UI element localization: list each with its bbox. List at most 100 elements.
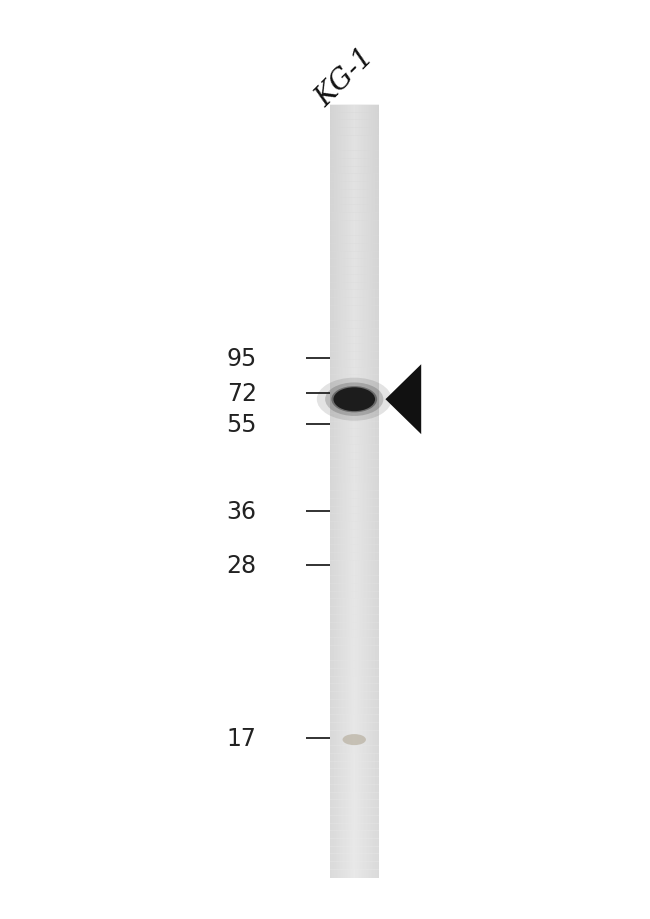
Bar (330, 599, 378, 607)
Bar (332, 106, 333, 878)
Bar (344, 106, 346, 878)
Bar (331, 106, 332, 878)
Bar (330, 591, 378, 600)
Bar (330, 738, 378, 746)
Bar (330, 468, 378, 476)
Bar (363, 106, 364, 878)
Bar (369, 106, 370, 878)
Bar (330, 159, 378, 167)
Bar (330, 189, 378, 199)
Bar (358, 106, 359, 878)
Bar (339, 106, 340, 878)
Bar (330, 607, 378, 615)
Bar (330, 638, 378, 646)
Bar (330, 205, 378, 214)
Bar (340, 106, 341, 878)
Bar (330, 745, 378, 754)
Bar (330, 522, 378, 530)
Bar (334, 106, 335, 878)
Bar (375, 106, 376, 878)
Bar (359, 106, 360, 878)
Bar (330, 831, 378, 839)
Bar (330, 845, 378, 855)
Bar (362, 106, 363, 878)
Bar (373, 106, 374, 878)
Bar (330, 128, 378, 137)
Bar (330, 498, 378, 507)
Bar (330, 329, 378, 337)
Bar (330, 854, 378, 862)
Bar (354, 106, 356, 878)
Bar (351, 106, 352, 878)
Bar (347, 106, 348, 878)
Bar (330, 506, 378, 515)
Bar (330, 182, 378, 190)
Bar (330, 143, 378, 152)
Bar (330, 754, 378, 762)
Bar (361, 106, 363, 878)
Bar (330, 483, 378, 492)
Text: 28: 28 (227, 553, 257, 577)
Bar (340, 106, 341, 878)
Bar (348, 106, 349, 878)
Bar (371, 106, 372, 878)
Bar (346, 106, 348, 878)
Bar (330, 460, 378, 469)
Bar (334, 106, 335, 878)
Bar (330, 552, 378, 562)
Ellipse shape (317, 379, 392, 421)
Bar (341, 106, 343, 878)
Bar (333, 106, 335, 878)
Bar (330, 368, 378, 376)
Bar (335, 106, 336, 878)
Bar (330, 112, 378, 121)
Text: KG-1: KG-1 (310, 43, 379, 112)
Bar (345, 106, 346, 878)
Bar (341, 106, 342, 878)
Bar (374, 106, 375, 878)
Bar (330, 475, 378, 484)
Bar (330, 622, 378, 630)
Bar (343, 106, 344, 878)
Bar (342, 106, 343, 878)
Bar (330, 807, 378, 816)
Bar (330, 707, 378, 716)
Bar (356, 106, 357, 878)
Bar (330, 575, 378, 584)
Bar (333, 106, 334, 878)
Bar (330, 529, 378, 538)
Bar (330, 352, 378, 360)
Bar (330, 568, 378, 576)
Bar (337, 106, 339, 878)
Bar (330, 630, 378, 639)
Bar (378, 106, 380, 878)
Bar (330, 259, 378, 267)
Bar (361, 106, 362, 878)
Ellipse shape (343, 734, 366, 745)
Bar (330, 429, 378, 437)
Bar (330, 684, 378, 692)
Bar (330, 236, 378, 244)
Bar (359, 106, 361, 878)
Bar (330, 668, 378, 677)
Bar (376, 106, 378, 878)
Bar (376, 106, 377, 878)
Bar (330, 136, 378, 144)
Bar (357, 106, 358, 878)
Bar (367, 106, 368, 878)
Bar (348, 106, 350, 878)
Bar (330, 491, 378, 499)
Bar (365, 106, 367, 878)
Bar (378, 106, 379, 878)
Bar (332, 106, 333, 878)
Bar (356, 106, 357, 878)
Text: 95: 95 (226, 346, 257, 370)
Bar (367, 106, 369, 878)
Bar (335, 106, 336, 878)
Bar (330, 730, 378, 739)
Bar (355, 106, 356, 878)
Bar (330, 869, 378, 878)
Bar (337, 106, 338, 878)
Bar (332, 106, 333, 878)
Bar (346, 106, 347, 878)
